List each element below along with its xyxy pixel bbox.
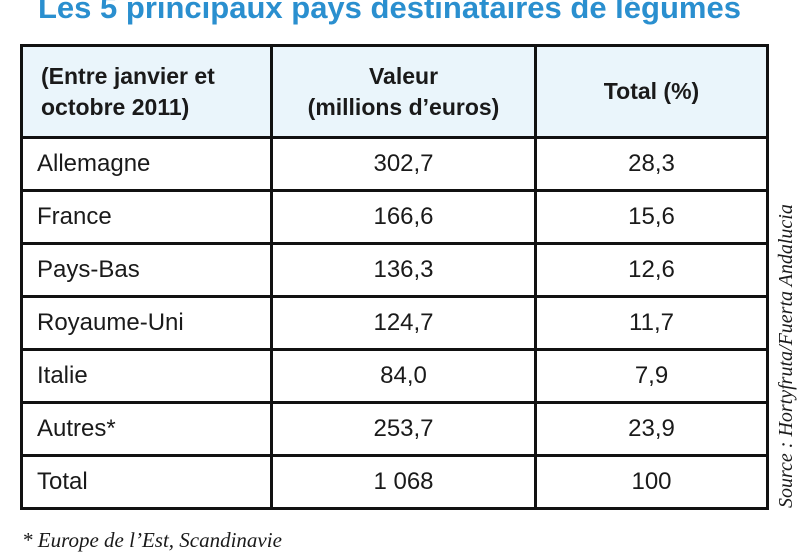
row-value: 253,7 bbox=[270, 401, 537, 457]
total-row: Total 1 068 100 bbox=[20, 454, 769, 510]
table-row: Royaume-Uni 124,7 11,7 bbox=[20, 295, 769, 351]
row-country: Royaume-Uni bbox=[20, 295, 273, 351]
row-value: 124,7 bbox=[270, 295, 537, 351]
header-period-line2: octobre 2011) bbox=[41, 93, 190, 120]
header-value-line2: (millions d’euros) bbox=[307, 93, 500, 120]
header-row: (Entre janvier et octobre 2011) Valeur (… bbox=[20, 44, 769, 139]
row-percent: 12,6 bbox=[534, 242, 769, 298]
header-value: Valeur (millions d’euros) bbox=[270, 44, 537, 139]
export-table: (Entre janvier et octobre 2011) Valeur (… bbox=[20, 44, 769, 510]
row-country: Allemagne bbox=[20, 136, 273, 192]
row-percent: 28,3 bbox=[534, 136, 769, 192]
footnote: * Europe de l’Est, Scandinavie bbox=[22, 528, 282, 552]
table-row: Pays-Bas 136,3 12,6 bbox=[20, 242, 769, 298]
header-period: (Entre janvier et octobre 2011) bbox=[20, 44, 273, 139]
header-total: Total (%) bbox=[534, 44, 769, 139]
row-country: Italie bbox=[20, 348, 273, 404]
row-value: 136,3 bbox=[270, 242, 537, 298]
row-country: France bbox=[20, 189, 273, 245]
table-row: Autres* 253,7 23,9 bbox=[20, 401, 769, 457]
header-value-line1: Valeur bbox=[368, 62, 439, 89]
row-percent: 15,6 bbox=[534, 189, 769, 245]
table-title: Les 5 principaux pays destinataires de l… bbox=[38, 0, 741, 25]
source-text: Source : Hortyfruta/Fuerta Andalucia bbox=[775, 204, 797, 508]
row-country: Autres* bbox=[20, 401, 273, 457]
source-credit: Source : Hortyfruta/Fuerta Andalucia bbox=[768, 58, 800, 508]
row-percent: 11,7 bbox=[534, 295, 769, 351]
header-period-line1: (Entre janvier et bbox=[41, 62, 215, 89]
row-country: Pays-Bas bbox=[20, 242, 273, 298]
row-value: 1 068 bbox=[270, 454, 537, 510]
table-row: Italie 84,0 7,9 bbox=[20, 348, 769, 404]
row-percent: 7,9 bbox=[534, 348, 769, 404]
table-row: Allemagne 302,7 28,3 bbox=[20, 136, 769, 192]
row-country: Total bbox=[20, 454, 273, 510]
row-value: 166,6 bbox=[270, 189, 537, 245]
row-value: 302,7 bbox=[270, 136, 537, 192]
row-percent: 23,9 bbox=[534, 401, 769, 457]
table-row: France 166,6 15,6 bbox=[20, 189, 769, 245]
row-value: 84,0 bbox=[270, 348, 537, 404]
row-percent: 100 bbox=[534, 454, 769, 510]
